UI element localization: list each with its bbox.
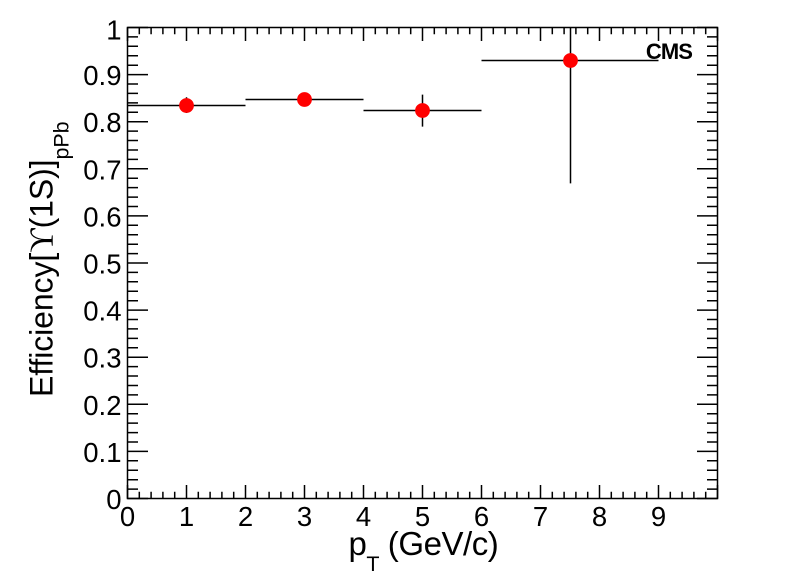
svg-text:0: 0 — [106, 484, 121, 515]
svg-text:0.9: 0.9 — [83, 60, 121, 91]
svg-text:1: 1 — [179, 501, 194, 532]
svg-text:5: 5 — [415, 501, 430, 532]
svg-text:0.1: 0.1 — [83, 437, 121, 468]
svg-text:7: 7 — [533, 501, 548, 532]
svg-text:6: 6 — [474, 501, 489, 532]
svg-text:0.8: 0.8 — [83, 107, 121, 138]
svg-text:CMS: CMS — [646, 39, 692, 64]
svg-text:0.3: 0.3 — [83, 343, 121, 374]
svg-text:3: 3 — [297, 501, 312, 532]
svg-text:0.7: 0.7 — [83, 154, 121, 185]
svg-text:1: 1 — [106, 15, 121, 46]
svg-text:9: 9 — [651, 501, 666, 532]
svg-text:0.5: 0.5 — [83, 249, 121, 280]
svg-text:0.2: 0.2 — [83, 390, 121, 421]
svg-text:0: 0 — [120, 501, 135, 532]
svg-text:0.4: 0.4 — [83, 296, 121, 327]
svg-text:8: 8 — [592, 501, 607, 532]
svg-text:2: 2 — [238, 501, 253, 532]
svg-text:0.6: 0.6 — [83, 201, 121, 232]
svg-text:4: 4 — [356, 501, 371, 532]
